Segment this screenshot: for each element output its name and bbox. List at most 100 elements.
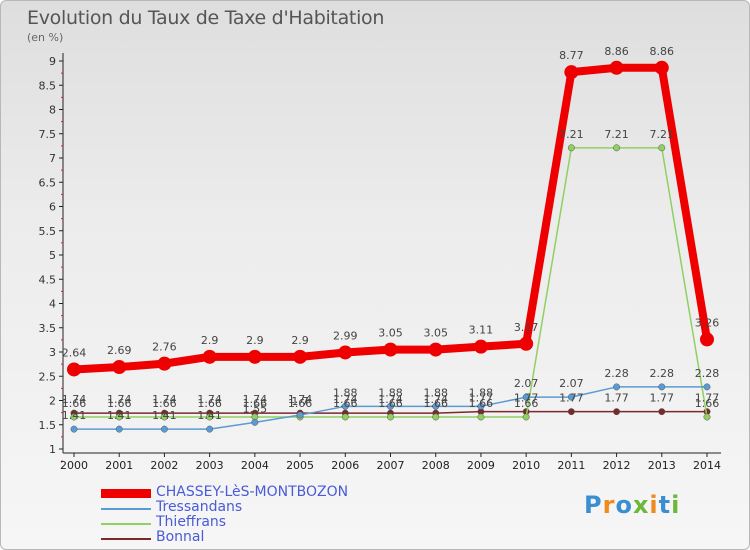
data-point xyxy=(477,413,485,421)
data-point xyxy=(247,349,262,364)
y-tick-label: 4.5 xyxy=(39,273,57,286)
data-point xyxy=(519,336,534,351)
data-label: 2.9 xyxy=(246,334,264,347)
data-point xyxy=(654,60,669,75)
data-label: 1.88 xyxy=(423,386,448,399)
data-label: 2.9 xyxy=(201,334,219,347)
y-tick-label: 6.5 xyxy=(39,176,57,189)
data-point xyxy=(70,425,78,433)
y-tick-label: 1.5 xyxy=(39,419,57,432)
x-tick-label: 2000 xyxy=(60,459,88,472)
legend-label: Thieffrans xyxy=(156,514,227,530)
data-label: 2.07 xyxy=(559,377,584,390)
data-label: 1.7 xyxy=(291,395,309,408)
data-label: 1.74 xyxy=(378,393,403,406)
data-point xyxy=(338,345,353,360)
data-point xyxy=(341,402,349,410)
data-point xyxy=(613,144,621,152)
data-point xyxy=(567,144,575,152)
data-label: 1.88 xyxy=(469,386,494,399)
y-tick-label: 7.5 xyxy=(39,128,57,141)
logo-letter: t xyxy=(658,491,672,519)
data-label: 2.76 xyxy=(152,341,177,354)
logo-letter: r xyxy=(602,491,616,519)
data-label: 1.66 xyxy=(152,397,177,410)
data-label: 3.17 xyxy=(514,321,539,334)
data-point xyxy=(658,144,666,152)
y-tick-label: 9 xyxy=(49,55,56,68)
data-label: 1.66 xyxy=(288,397,313,410)
data-label: 1.66 xyxy=(197,397,222,410)
data-point xyxy=(383,342,398,357)
data-label: 1.55 xyxy=(243,402,268,415)
data-label: 2.69 xyxy=(107,344,132,357)
data-label: 3.05 xyxy=(423,327,448,340)
data-point xyxy=(296,411,304,419)
data-label: 1.41 xyxy=(152,409,177,422)
data-point xyxy=(613,408,621,416)
data-point xyxy=(206,425,214,433)
data-label: 2.64 xyxy=(62,346,87,359)
data-label: 8.77 xyxy=(559,49,584,62)
logo-letter: i xyxy=(671,491,681,519)
y-tick-label: 2 xyxy=(49,395,56,408)
x-tick-label: 2003 xyxy=(196,459,224,472)
data-point xyxy=(703,383,711,391)
data-point xyxy=(567,408,575,416)
y-tick-label: 4 xyxy=(49,298,56,311)
x-tick-label: 2007 xyxy=(377,459,405,472)
x-tick-label: 2014 xyxy=(693,459,721,472)
x-tick-label: 2008 xyxy=(422,459,450,472)
data-label: 1.66 xyxy=(423,397,448,410)
data-point xyxy=(160,425,168,433)
data-label: 1.66 xyxy=(469,397,494,410)
data-point xyxy=(477,402,485,410)
x-tick-label: 2010 xyxy=(512,459,540,472)
data-label: 2.28 xyxy=(695,367,720,380)
data-label: 7.21 xyxy=(559,128,584,141)
data-label: 1.66 xyxy=(514,397,539,410)
data-label: 1.77 xyxy=(695,392,720,405)
data-point xyxy=(564,65,579,80)
y-tick-label: 2.5 xyxy=(39,370,57,383)
data-point xyxy=(70,413,78,421)
data-label: 1.74 xyxy=(423,393,448,406)
x-tick-label: 2009 xyxy=(467,459,495,472)
data-label: 1.77 xyxy=(469,392,494,405)
data-point xyxy=(157,356,172,371)
data-point xyxy=(428,342,443,357)
y-tick-label: 8.5 xyxy=(39,79,57,92)
data-label: 1.77 xyxy=(604,392,629,405)
data-label: 3.11 xyxy=(469,324,494,337)
data-point xyxy=(202,349,217,364)
data-label: 7.21 xyxy=(604,128,629,141)
x-tick-label: 2013 xyxy=(648,459,676,472)
data-label: 8.86 xyxy=(604,45,629,58)
data-label: 2.28 xyxy=(604,367,629,380)
data-point xyxy=(522,393,530,401)
data-point xyxy=(567,393,575,401)
data-point xyxy=(522,413,530,421)
data-point xyxy=(206,413,214,421)
data-label: 1.41 xyxy=(197,409,222,422)
data-label: 1.41 xyxy=(62,409,87,422)
data-label: 1.74 xyxy=(243,393,268,406)
unit-label: (en %) xyxy=(27,31,64,44)
x-tick-label: 2012 xyxy=(603,459,631,472)
legend-swatch xyxy=(101,489,151,498)
data-label: 1.74 xyxy=(197,393,222,406)
data-label: 3.26 xyxy=(695,316,720,329)
y-tick-label: 5.5 xyxy=(39,225,57,238)
data-point xyxy=(609,60,624,75)
y-tick-label: 6 xyxy=(49,201,56,214)
x-tick-label: 2006 xyxy=(331,459,359,472)
data-point xyxy=(251,418,259,426)
data-point xyxy=(432,402,440,410)
data-label: 1.41 xyxy=(107,409,132,422)
data-label: 7.21 xyxy=(650,128,675,141)
data-point xyxy=(341,413,349,421)
data-label: 2.07 xyxy=(514,377,539,390)
data-point xyxy=(473,339,488,354)
data-label: 3.05 xyxy=(378,327,403,340)
